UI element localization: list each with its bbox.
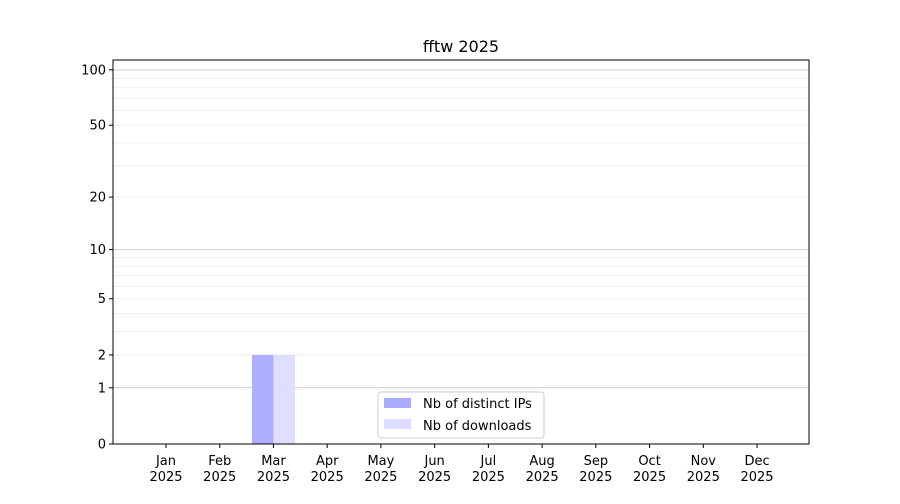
x-tick-label: Jul 2025 (472, 454, 505, 485)
x-tick-label: Mar 2025 (257, 454, 290, 485)
x-tick-label: Apr 2025 (311, 454, 344, 485)
y-tick-label: 100 (81, 63, 106, 78)
x-tick-label: Oct 2025 (633, 454, 666, 485)
bars (251, 354, 295, 444)
x-axis: Jan 2025 Feb 2025 Mar 2025 Apr 2025 May 2025 Jun 20… (149, 444, 774, 485)
x-tick-label: Nov 2025 (687, 454, 720, 485)
y-tick-label: 50 (89, 119, 106, 134)
x-tick-label: Feb 2025 (203, 454, 236, 485)
bar-downloads (273, 354, 295, 444)
y-tick-label: 5 (98, 292, 106, 307)
y-tick-label: 0 (98, 438, 106, 453)
legend: Nb of distinct IPs Nb of downloads (377, 391, 545, 439)
legend-swatch-ips (384, 398, 411, 408)
bar-distinct-ips (251, 354, 274, 444)
x-tick-label: Jan 2025 (149, 454, 182, 485)
y-tick-label: 10 (89, 243, 106, 258)
x-tick-label: Dec 2025 (740, 454, 773, 485)
legend-label-downloads: Nb of downloads (423, 419, 532, 434)
x-tick-label: May 2025 (364, 454, 397, 485)
legend-box (377, 391, 545, 439)
y-tick-label: 1 (98, 381, 106, 396)
x-tick-label: Jun 2025 (418, 454, 451, 485)
y-axis: 0 1 2 5 10 20 50 100 (81, 63, 113, 453)
plot-frame (112, 59, 810, 445)
x-tick-label: Sep 2025 (579, 454, 612, 485)
y-tick-label: 2 (98, 348, 106, 363)
grid (113, 69, 809, 389)
legend-label-ips: Nb of distinct IPs (423, 397, 532, 412)
y-tick-label: 20 (89, 191, 106, 206)
legend-swatch-downloads (384, 419, 411, 429)
x-tick-label: Aug 2025 (526, 454, 559, 485)
chart-title: fftw 2025 (423, 37, 499, 56)
